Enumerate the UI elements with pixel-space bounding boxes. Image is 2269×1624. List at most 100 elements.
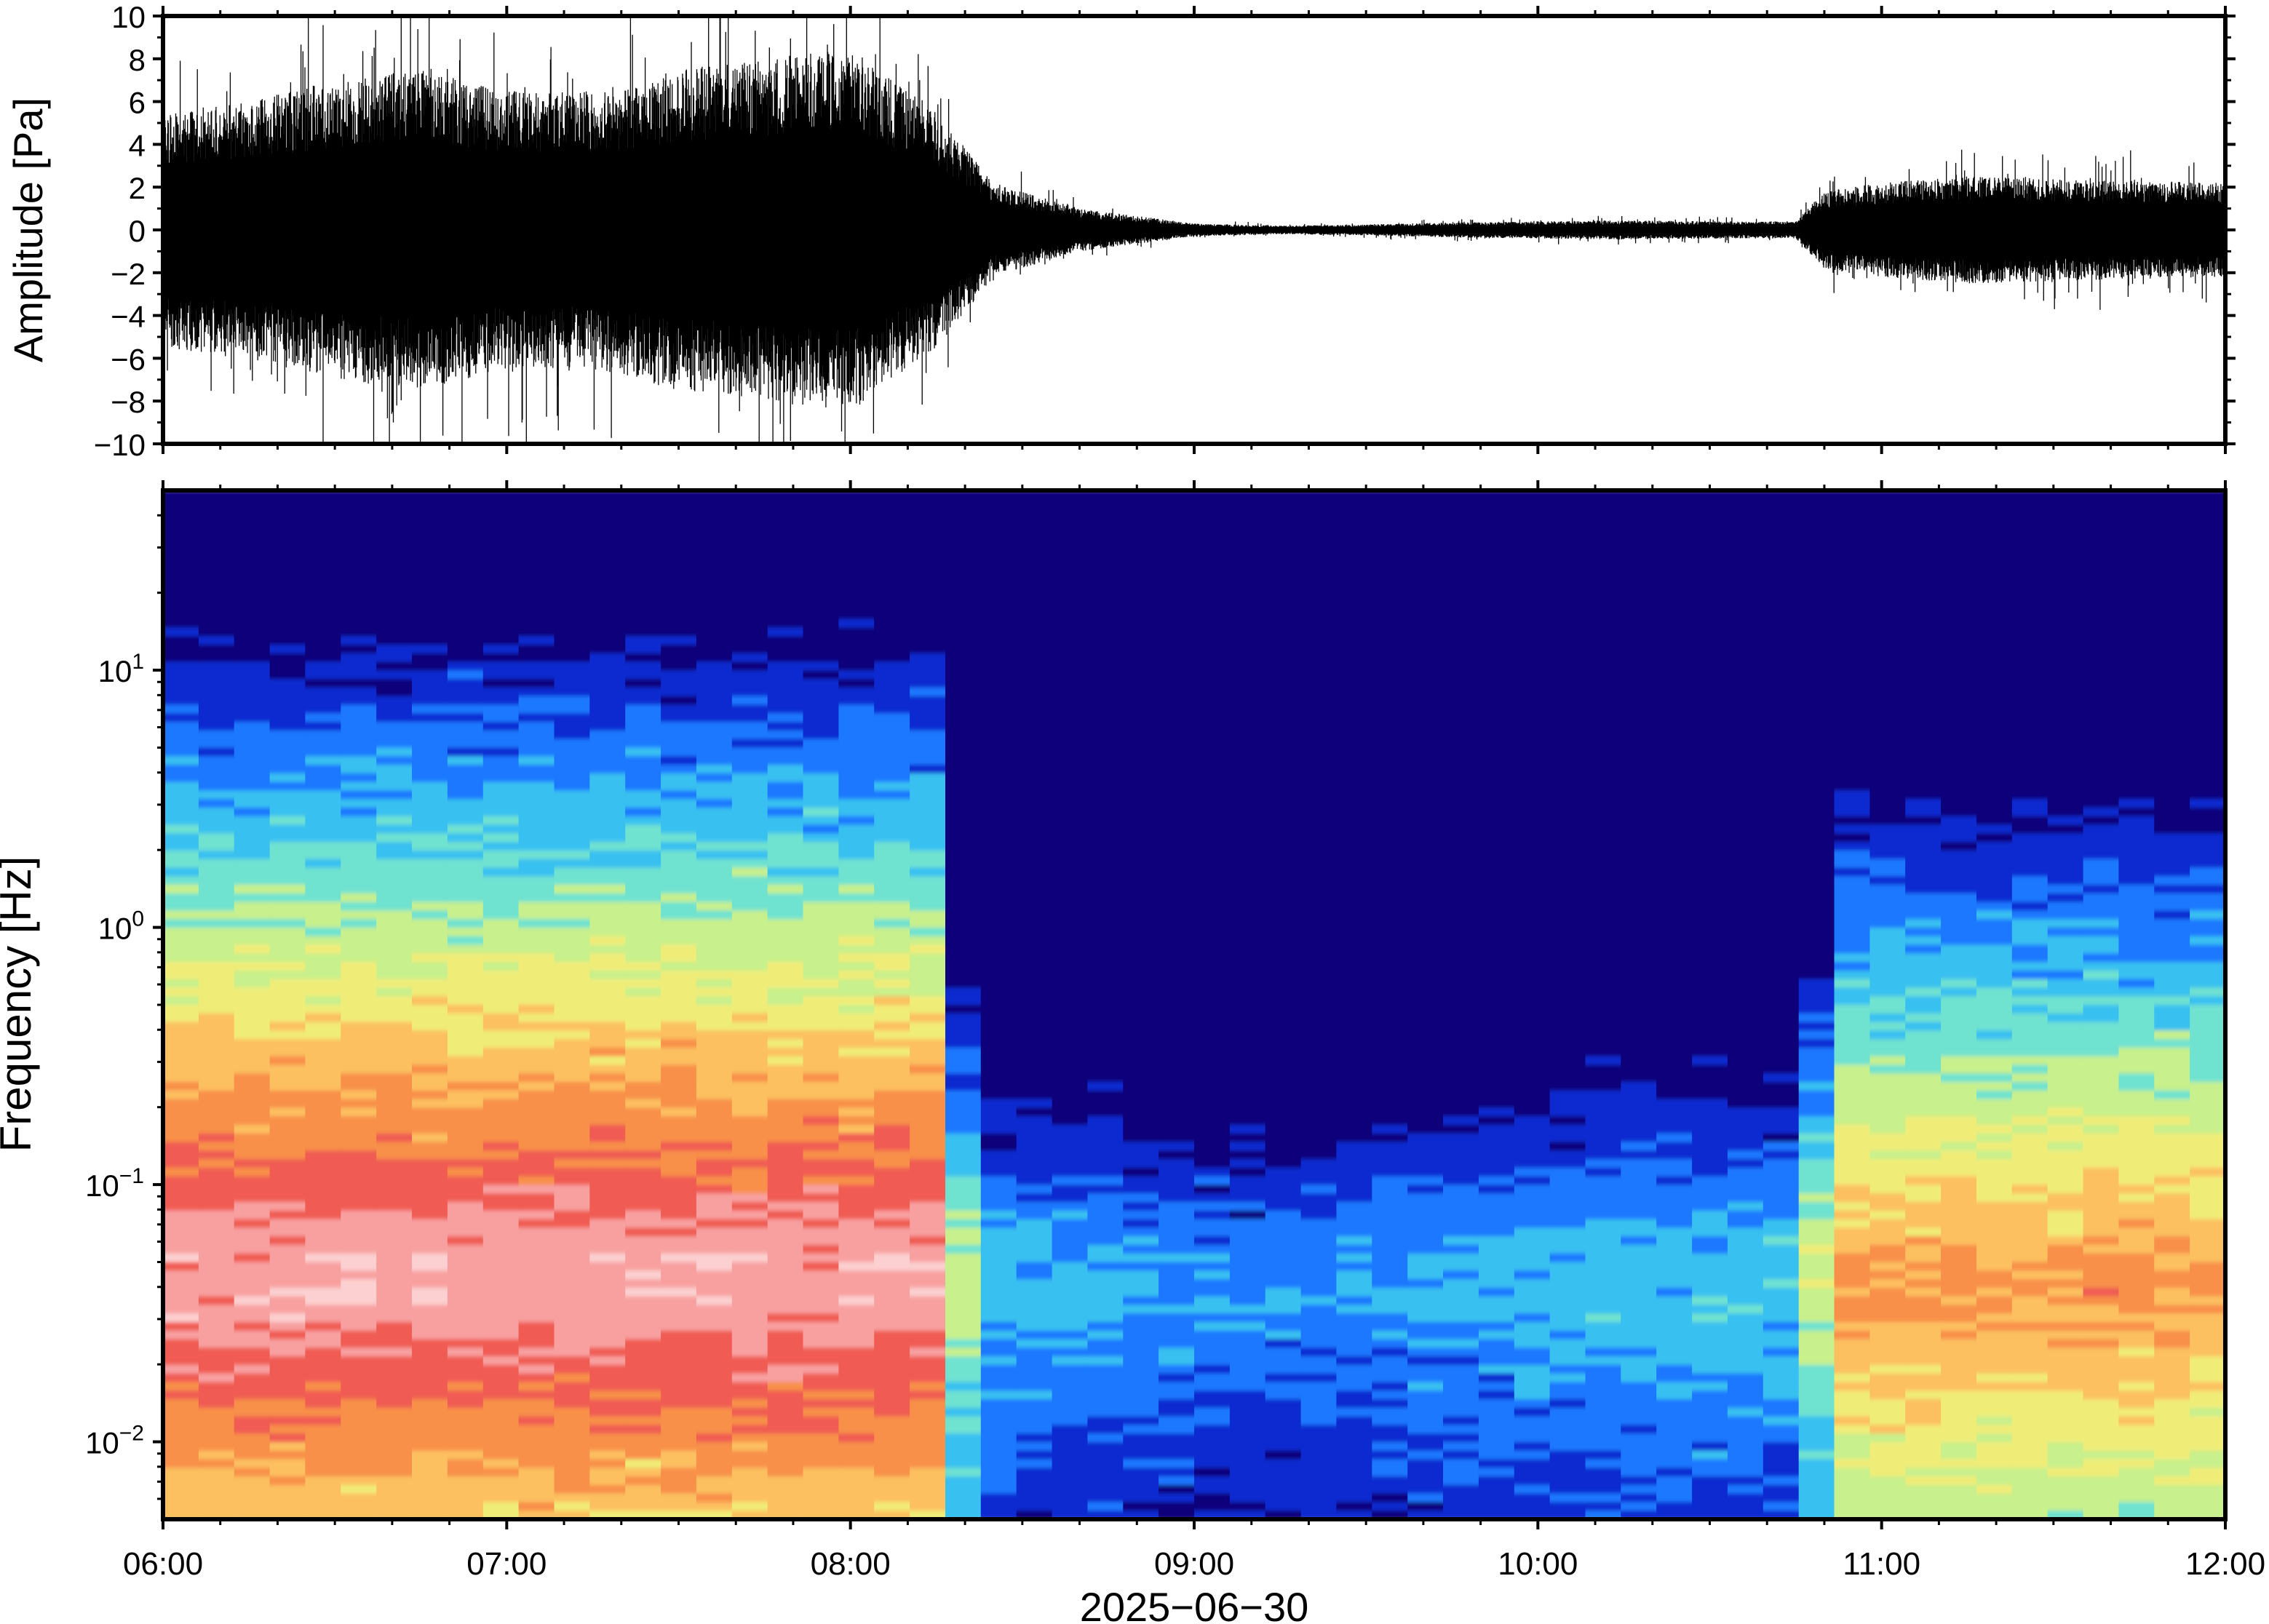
spectrogram-cell — [1336, 1390, 1373, 1400]
spectrogram-cell — [1300, 1476, 1338, 1486]
spectrogram-cell — [518, 1073, 555, 1083]
spectrogram-cell — [305, 1210, 342, 1220]
spectrogram-cell — [376, 713, 413, 723]
spectrogram-cell — [589, 1193, 626, 1203]
spectrogram-cell — [1087, 516, 1124, 525]
spectrogram-cell — [412, 1142, 448, 1152]
spectrogram-cell — [1478, 824, 1515, 835]
spectrogram-cell — [625, 876, 661, 885]
spectrogram-cell — [1016, 696, 1053, 706]
spectrogram-cell — [731, 1022, 768, 1032]
spectrogram-cell — [838, 1330, 875, 1340]
spectrogram-cell — [234, 808, 271, 817]
spectrogram-cell — [1052, 1107, 1089, 1117]
spectrogram-cell — [910, 627, 946, 637]
spectrogram-cell — [1016, 1296, 1053, 1306]
spectrogram-cell — [1087, 679, 1124, 688]
spectrogram-cell — [1407, 876, 1444, 885]
spectrogram-cell — [1087, 1082, 1124, 1091]
spectrogram-cell — [910, 1133, 946, 1143]
spectrogram-cell — [1265, 833, 1302, 843]
spectrogram-cell — [518, 1287, 555, 1297]
spectrogram-cell — [838, 541, 875, 552]
spectrogram-cell — [980, 979, 1017, 989]
spectrogram-cell — [1372, 1313, 1408, 1323]
spectrogram-cell — [696, 910, 733, 920]
spectrogram-cell — [234, 550, 271, 560]
spectrogram-cell — [305, 1373, 342, 1383]
spectrogram-cell — [1372, 627, 1408, 637]
spectrogram-cell — [1159, 842, 1195, 851]
spectrogram-cell — [1407, 1382, 1444, 1392]
spectrogram-cell — [980, 799, 1017, 808]
spectrogram-cell — [589, 1159, 626, 1169]
spectrogram-cell — [1265, 696, 1302, 706]
spectrogram-cell — [1443, 670, 1479, 680]
spectrogram-cell — [1052, 1390, 1089, 1400]
spectrogram-cell — [482, 1305, 520, 1314]
spectrogram-cell — [1514, 1305, 1551, 1314]
spectrogram-cell — [945, 1287, 982, 1297]
spectrogram-cell — [234, 653, 271, 663]
spectrogram-cell — [412, 859, 448, 869]
spectrogram-cell — [803, 661, 840, 672]
spectrogram-cell — [1514, 576, 1551, 586]
spectrogram-cell — [1087, 944, 1124, 955]
spectrogram-cell — [554, 550, 591, 560]
spectrogram-cell — [910, 498, 946, 509]
spectrogram-cell — [518, 653, 555, 663]
spectrogram-cell — [1194, 739, 1231, 749]
spectrogram-cell — [874, 1227, 910, 1237]
spectrogram-cell — [661, 1476, 697, 1486]
spectrogram-cell — [1336, 1244, 1373, 1254]
spectrogram-cell — [1087, 1150, 1124, 1160]
spectrogram-cell — [1123, 516, 1159, 525]
spectrogram-cell — [1087, 576, 1124, 586]
spectrogram-cell — [980, 859, 1017, 869]
spectrogram-cell — [910, 1013, 946, 1023]
spectrogram-cell — [234, 559, 271, 568]
spectrogram-cell — [1016, 1476, 1053, 1486]
spectrogram-cell — [1478, 773, 1515, 783]
spectrogram-cell — [163, 1287, 199, 1297]
spectrogram-cell — [1052, 1459, 1089, 1469]
spectrogram-cell — [1372, 842, 1408, 851]
spectrogram-cell — [589, 533, 626, 543]
spectrogram-cell — [1123, 1227, 1159, 1237]
spectrogram-cell — [341, 713, 377, 723]
spectrogram-cell — [1229, 1082, 1266, 1091]
spectrogram-cell — [910, 1425, 946, 1434]
spectrogram-cell — [305, 1433, 342, 1443]
spectrogram-cell — [1372, 773, 1408, 783]
spectrogram-cell — [163, 1176, 199, 1186]
spectrogram-cell — [1549, 1090, 1586, 1100]
spectrogram-cell — [696, 1236, 733, 1246]
spectrogram-cell — [767, 1373, 804, 1383]
spectrogram-cell — [376, 1047, 413, 1057]
spectrogram-cell — [198, 670, 235, 680]
spectrogram-cell — [910, 1399, 946, 1409]
spectrogram-cell — [163, 610, 199, 620]
spectrogram-cell — [1229, 576, 1266, 586]
spectrogram-cell — [838, 1107, 875, 1117]
spectrogram-cell — [696, 1270, 733, 1280]
spectrogram-cell — [1087, 876, 1124, 885]
spectrogram-cell — [945, 1227, 982, 1237]
spectrogram-cell — [1478, 962, 1515, 971]
spectrogram-cell — [341, 1296, 377, 1306]
spectrogram-cell — [731, 1005, 768, 1014]
spectrogram-cell — [980, 593, 1017, 602]
spectrogram-cell — [731, 584, 768, 594]
spectrogram-cell — [1229, 1262, 1266, 1272]
spectrogram-cell — [980, 1185, 1017, 1195]
spectrogram-cell — [1052, 1116, 1089, 1126]
spectrogram-cell — [269, 1167, 306, 1177]
spectrogram-cell — [1087, 1364, 1124, 1374]
spectrogram-cell — [1478, 1013, 1515, 1023]
spectrogram-cell — [305, 893, 342, 903]
spectrogram-cell — [482, 747, 520, 757]
spectrogram-cell — [1407, 781, 1444, 792]
spectrogram-cell — [1372, 970, 1408, 980]
spectrogram-cell — [767, 516, 804, 525]
spectrogram-cell — [625, 1442, 661, 1452]
